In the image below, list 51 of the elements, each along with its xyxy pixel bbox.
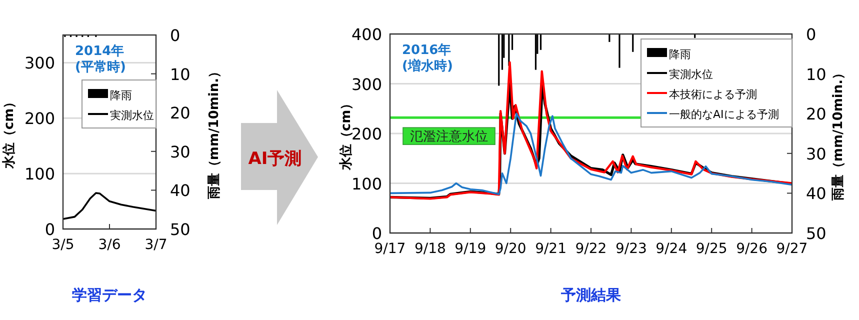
x-tick-label: 3/5 xyxy=(52,237,74,253)
y2-tick-label: 50 xyxy=(170,220,190,239)
x-tick-label: 9/17 xyxy=(374,241,406,257)
y2-tick-label: 30 xyxy=(806,144,826,164)
y2-axis-title: 雨量（mm/10min.） xyxy=(207,64,222,200)
y-tick-label: 200 xyxy=(24,109,55,128)
y2-tick-label: 40 xyxy=(170,181,190,200)
x-tick-label: 9/26 xyxy=(736,241,768,257)
text: 学習データ xyxy=(72,286,147,304)
x-tick-label: 9/20 xyxy=(494,241,526,257)
y-tick-label: 300 xyxy=(351,74,382,94)
y2-axis-title: 雨量（mm/10min.） xyxy=(831,66,846,202)
x-tick-label: 9/21 xyxy=(535,241,567,257)
text: 予測結果 xyxy=(560,286,622,304)
legend-label: 本技術による予測 xyxy=(669,88,757,101)
x-tick-label: 9/23 xyxy=(615,241,647,257)
y2-tick-label: 20 xyxy=(806,104,826,124)
x-tick-label: 9/22 xyxy=(575,241,607,257)
y2-tick-label: 20 xyxy=(170,104,190,123)
legend-label: 降雨 xyxy=(110,89,132,102)
y-axis-title: 水位（cm） xyxy=(2,95,17,170)
ref-line-label: 氾濫注意水位 xyxy=(410,130,488,145)
y-tick-label: 200 xyxy=(351,124,382,144)
y-tick-label: 100 xyxy=(24,164,55,184)
y-tick-label: 0 xyxy=(44,220,55,239)
x-tick-label: 9/19 xyxy=(454,241,486,257)
legend-label: 降雨 xyxy=(669,48,691,61)
y-tick-label: 300 xyxy=(24,54,55,73)
y-tick-label: 100 xyxy=(351,174,382,194)
y-tick-label: 0 xyxy=(372,224,382,243)
legend-label: 実測水位 xyxy=(110,109,154,122)
x-tick-label: 9/24 xyxy=(656,241,688,257)
x-tick-label: 9/25 xyxy=(696,241,728,257)
annotation: 2016年 (増水時) xyxy=(402,43,453,74)
text: AI予測 xyxy=(248,149,302,169)
y-axis-title: 水位（cm） xyxy=(339,96,354,172)
y2-tick-label: 0 xyxy=(170,26,180,45)
y2-tick-label: 10 xyxy=(170,64,190,84)
y2-tick-label: 0 xyxy=(806,25,816,44)
y2-tick-label: 40 xyxy=(806,184,826,204)
y2-tick-label: 10 xyxy=(806,64,826,84)
y2-tick-label: 30 xyxy=(170,142,190,162)
x-tick-label: 3/7 xyxy=(144,237,168,253)
legend-label: 一般的なAIによる予測 xyxy=(669,108,779,121)
legend-label: 実測水位 xyxy=(669,68,713,81)
y2-tick-label: 50 xyxy=(806,224,826,243)
annotation: 2014年 (平常時) xyxy=(75,44,126,75)
x-tick-label: 9/27 xyxy=(776,241,808,257)
y-tick-label: 400 xyxy=(351,25,382,44)
x-tick-label: 3/6 xyxy=(98,237,121,253)
x-tick-label: 9/18 xyxy=(414,241,446,257)
